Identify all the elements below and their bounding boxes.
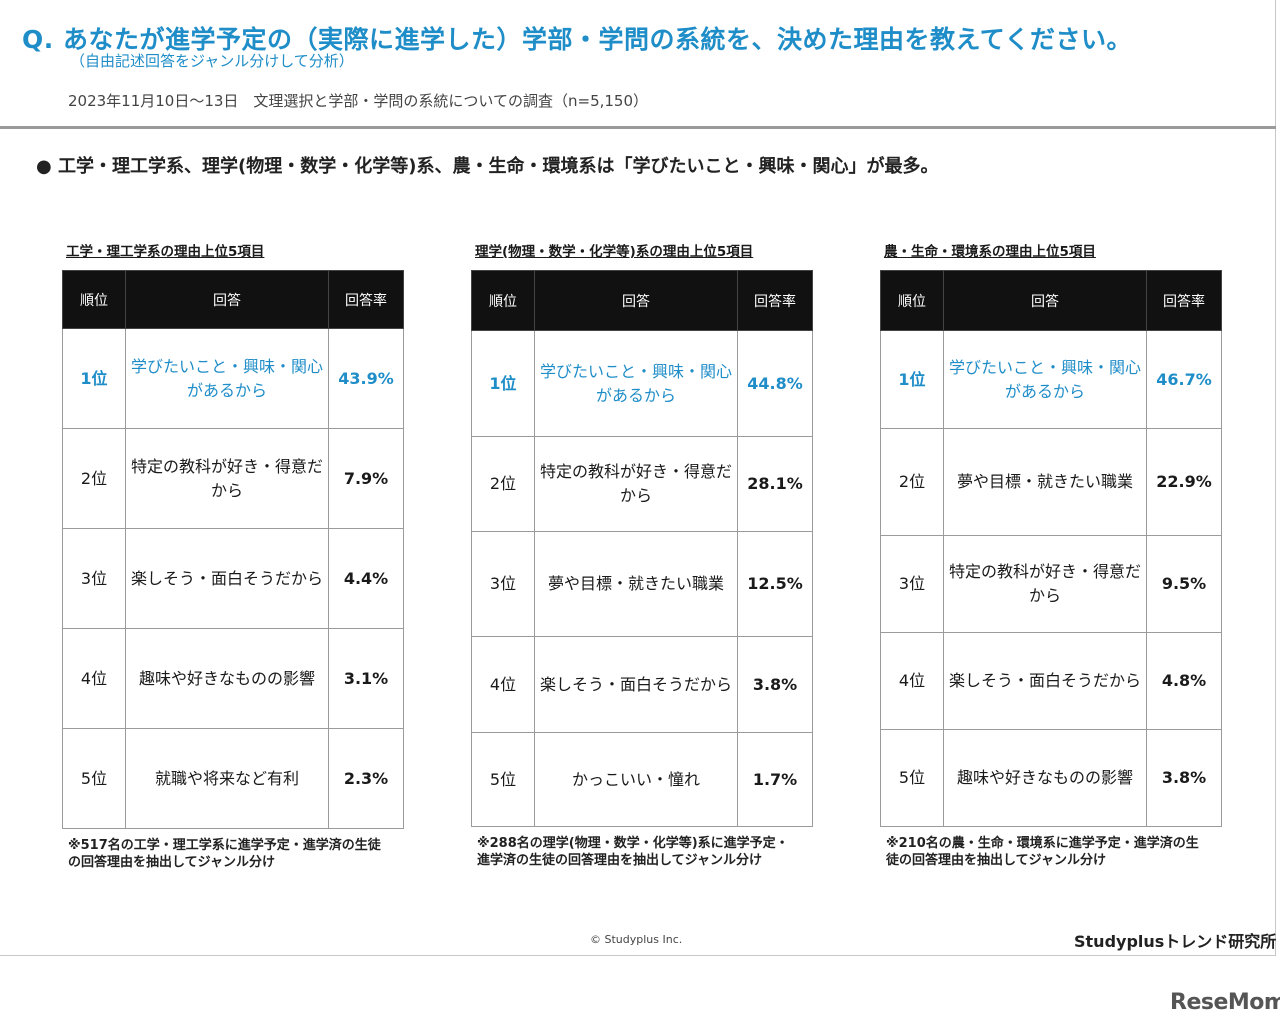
- rank-cell: 3位: [880, 535, 944, 633]
- table-row: 2位 特定の教科が好き・得意だから 28.1%: [471, 436, 813, 532]
- answer-cell: 夢や目標・就きたい職業: [943, 428, 1147, 536]
- header-rate: 回答率: [737, 270, 813, 331]
- panel-science: 理学(物理・数学・化学等)系の理由上位5項目 順位 回答 回答率 1位 学びたい…: [471, 240, 813, 869]
- rate-cell: 43.9%: [328, 328, 404, 429]
- answer-cell: 特定の教科が好き・得意だから: [534, 436, 738, 532]
- panel-title: 農・生命・環境系の理由上位5項目: [884, 244, 1096, 260]
- rank-cell: 1位: [62, 328, 126, 429]
- table-row: 2位 夢や目標・就きたい職業 22.9%: [880, 428, 1222, 536]
- table-header-row: 順位 回答 回答率: [880, 270, 1222, 331]
- table-row: 3位 特定の教科が好き・得意だから 9.5%: [880, 535, 1222, 633]
- panel-title: 理学(物理・数学・化学等)系の理由上位5項目: [475, 244, 754, 260]
- header-answer: 回答: [534, 270, 738, 331]
- header-answer: 回答: [125, 270, 329, 329]
- rate-cell: 2.3%: [328, 728, 404, 829]
- table-row: 1位 学びたいこと・興味・関心があるから 46.7%: [880, 330, 1222, 429]
- header-rank: 順位: [62, 270, 126, 329]
- rate-cell: 12.5%: [737, 531, 813, 637]
- answer-cell: 楽しそう・面白そうだから: [534, 636, 738, 733]
- answer-cell: 特定の教科が好き・得意だから: [125, 428, 329, 529]
- question-subtitle: （自由記述回答をジャンル分けして分析）: [70, 52, 354, 70]
- rate-cell: 3.1%: [328, 628, 404, 729]
- table-row: 2位 特定の教科が好き・得意だから 7.9%: [62, 428, 404, 529]
- answer-cell: 趣味や好きなものの影響: [943, 729, 1147, 827]
- rate-cell: 3.8%: [737, 636, 813, 733]
- copyright: © Studyplus Inc.: [590, 933, 683, 946]
- table-row: 4位 楽しそう・面白そうだから 3.8%: [471, 636, 813, 733]
- table-row: 1位 学びたいこと・興味・関心があるから 43.9%: [62, 328, 404, 429]
- table-row: 3位 夢や目標・就きたい職業 12.5%: [471, 531, 813, 637]
- rate-cell: 46.7%: [1146, 330, 1222, 429]
- table-row: 3位 楽しそう・面白そうだから 4.4%: [62, 528, 404, 629]
- rank-cell: 5位: [880, 729, 944, 827]
- rate-cell: 9.5%: [1146, 535, 1222, 633]
- rate-cell: 3.8%: [1146, 729, 1222, 827]
- answer-cell: 学びたいこと・興味・関心があるから: [125, 328, 329, 429]
- bullet-icon: ●: [36, 156, 52, 177]
- answer-cell: かっこいい・憧れ: [534, 732, 738, 827]
- rank-cell: 5位: [471, 732, 535, 827]
- rank-cell: 4位: [880, 632, 944, 730]
- answer-cell: 夢や目標・就きたい職業: [534, 531, 738, 637]
- rank-cell: 5位: [62, 728, 126, 829]
- rank-cell: 2位: [62, 428, 126, 529]
- table-row: 1位 学びたいこと・興味・関心があるから 44.8%: [471, 330, 813, 437]
- rank-cell: 1位: [880, 330, 944, 429]
- answer-cell: 学びたいこと・興味・関心があるから: [943, 330, 1147, 429]
- table-row: 5位 かっこいい・憧れ 1.7%: [471, 732, 813, 827]
- rank-cell: 2位: [880, 428, 944, 536]
- question-title: Q. あなたが進学予定の（実際に進学した）学部・学問の系統を、決めた理由を教えて…: [22, 25, 1132, 54]
- rate-cell: 44.8%: [737, 330, 813, 437]
- ranking-table: 順位 回答 回答率 1位 学びたいこと・興味・関心があるから 44.8% 2位 …: [471, 270, 813, 827]
- summary-bullet: ● 工学・理工学系、理学(物理・数学・化学等)系、農・生命・環境系は「学びたいこと…: [36, 152, 938, 178]
- brand-logo: Studyplusトレンド研究所: [1074, 932, 1277, 951]
- rank-cell: 3位: [62, 528, 126, 629]
- answer-cell: 学びたいこと・興味・関心があるから: [534, 330, 738, 437]
- panel-note: ※210名の農・生命・環境系に進学予定・進学済の生徒の回答理由を抽出してジャンル…: [886, 836, 1199, 868]
- table-row: 4位 趣味や好きなものの影響 3.1%: [62, 628, 404, 729]
- table-row: 5位 趣味や好きなものの影響 3.8%: [880, 729, 1222, 827]
- panel-note: ※288名の理学(物理・数学・化学等)系に進学予定・進学済の生徒の回答理由を抽出…: [477, 836, 789, 868]
- rate-cell: 28.1%: [737, 436, 813, 532]
- divider: [0, 126, 1276, 129]
- rank-cell: 4位: [471, 636, 535, 733]
- table-row: 4位 楽しそう・面白そうだから 4.8%: [880, 632, 1222, 730]
- header-rank: 順位: [471, 270, 535, 331]
- panel-engineering: 工学・理工学系の理由上位5項目 順位 回答 回答率 1位 学びたいこと・興味・関…: [62, 240, 404, 871]
- header-rate: 回答率: [328, 270, 404, 329]
- ranking-table: 順位 回答 回答率 1位 学びたいこと・興味・関心があるから 43.9% 2位 …: [62, 270, 404, 829]
- rank-cell: 1位: [471, 330, 535, 437]
- survey-info: 2023年11月10日〜13日 文理選択と学部・学問の系統についての調査（n=5…: [68, 92, 649, 110]
- table-header-row: 順位 回答 回答率: [62, 270, 404, 329]
- rank-cell: 4位: [62, 628, 126, 729]
- header-rank: 順位: [880, 270, 944, 331]
- slide: Q. あなたが進学予定の（実際に進学した）学部・学問の系統を、決めた理由を教えて…: [0, 0, 1276, 956]
- table-header-row: 順位 回答 回答率: [471, 270, 813, 331]
- answer-cell: 趣味や好きなものの影響: [125, 628, 329, 729]
- panel-title: 工学・理工学系の理由上位5項目: [66, 244, 265, 260]
- rate-cell: 22.9%: [1146, 428, 1222, 536]
- rank-cell: 3位: [471, 531, 535, 637]
- panel-note: ※517名の工学・理工学系に進学予定・進学済の生徒の回答理由を抽出してジャンル分…: [68, 838, 381, 870]
- answer-cell: 楽しそう・面白そうだから: [943, 632, 1147, 730]
- rate-cell: 4.8%: [1146, 632, 1222, 730]
- rate-cell: 4.4%: [328, 528, 404, 629]
- rate-cell: 1.7%: [737, 732, 813, 827]
- panel-agriculture: 農・生命・環境系の理由上位5項目 順位 回答 回答率 1位 学びたいこと・興味・…: [880, 240, 1222, 869]
- answer-cell: 楽しそう・面白そうだから: [125, 528, 329, 629]
- resemom-watermark: ReseMom: [1170, 990, 1280, 1015]
- table-row: 5位 就職や将来など有利 2.3%: [62, 728, 404, 829]
- header-rate: 回答率: [1146, 270, 1222, 331]
- summary-text: 工学・理工学系、理学(物理・数学・化学等)系、農・生命・環境系は「学びたいこと・…: [58, 156, 939, 177]
- answer-cell: 就職や将来など有利: [125, 728, 329, 829]
- rate-cell: 7.9%: [328, 428, 404, 529]
- rank-cell: 2位: [471, 436, 535, 532]
- ranking-table: 順位 回答 回答率 1位 学びたいこと・興味・関心があるから 46.7% 2位 …: [880, 270, 1222, 827]
- header-answer: 回答: [943, 270, 1147, 331]
- answer-cell: 特定の教科が好き・得意だから: [943, 535, 1147, 633]
